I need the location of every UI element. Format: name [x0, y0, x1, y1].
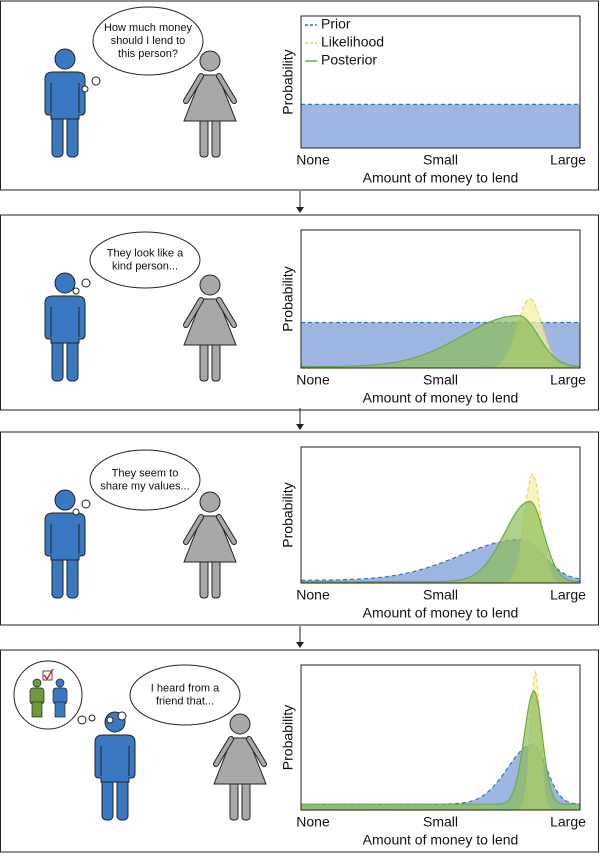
- speech-bubble: [129, 664, 241, 726]
- bubble-dot: [72, 287, 80, 295]
- mini-person: [32, 678, 42, 688]
- x-tick-label: Large: [550, 372, 586, 388]
- legend-label: Likelihood: [321, 34, 384, 50]
- arrow-head: [296, 424, 304, 430]
- speech-text: friend that...: [156, 695, 214, 707]
- plot-frame: [300, 15, 581, 149]
- distribution-area: [301, 315, 580, 368]
- man: [94, 711, 136, 821]
- bubble-dot: [81, 85, 89, 93]
- speech-bubble: [89, 231, 201, 289]
- x-tick-label: Large: [550, 814, 586, 830]
- speech-text: They look like a: [107, 247, 184, 259]
- x-tick-label: Large: [550, 152, 586, 168]
- bubble-dot: [72, 508, 80, 516]
- bubble-dot: [77, 715, 87, 725]
- bubble-dot: [91, 76, 101, 86]
- bubble-dot: [117, 711, 127, 721]
- x-tick-label: Small: [423, 372, 458, 388]
- arrow-head: [296, 207, 304, 213]
- x-axis-label: Amount of money to lend: [363, 170, 519, 186]
- speech-bubble: [92, 6, 204, 76]
- distribution-area: [301, 691, 580, 810]
- speech-text: I heard from a: [151, 682, 220, 694]
- bubble-dot: [81, 278, 91, 288]
- arrow-head: [296, 642, 304, 648]
- distribution-line: [301, 690, 580, 805]
- panel-frame: [0, 431, 599, 626]
- speech-text: How much money: [104, 22, 193, 34]
- y-axis-label: Probability: [280, 49, 296, 114]
- x-axis-label: Amount of money to lend: [363, 605, 519, 621]
- x-tick-label: None: [296, 372, 330, 388]
- distribution-area: [301, 744, 580, 810]
- distribution-line: [301, 500, 580, 583]
- distribution-area: [301, 104, 580, 148]
- mini-person: [31, 701, 43, 718]
- plot-frame: [300, 664, 581, 811]
- speech-bubble: [89, 449, 201, 511]
- legend-label: Prior: [321, 16, 351, 32]
- woman: [184, 492, 236, 598]
- x-tick-label: None: [296, 587, 330, 603]
- bubble-dot: [106, 716, 114, 724]
- woman: [184, 51, 236, 157]
- x-tick-label: None: [296, 152, 330, 168]
- y-axis-label: Probability: [280, 705, 296, 770]
- distribution-line: [301, 315, 581, 368]
- legend-label: Posterior: [321, 52, 377, 68]
- x-axis-label: Amount of money to lend: [363, 390, 519, 406]
- check: [43, 668, 54, 681]
- checkbox: [42, 670, 53, 681]
- panel-frame: [0, 0, 599, 191]
- x-tick-label: Small: [423, 814, 458, 830]
- woman: [214, 714, 266, 820]
- speech-text: They seem to: [112, 467, 179, 479]
- x-tick-label: None: [296, 814, 330, 830]
- man: [44, 489, 86, 599]
- distribution-area: [301, 501, 580, 583]
- plot-frame: [300, 229, 581, 369]
- y-axis-label: Probability: [280, 482, 296, 547]
- x-axis-label: Amount of money to lend: [363, 832, 519, 848]
- mini-person: [54, 701, 66, 718]
- mini-person: [55, 678, 65, 688]
- x-tick-label: Small: [423, 587, 458, 603]
- y-axis-label: Probability: [280, 266, 296, 331]
- speech-text: kind person...: [112, 260, 178, 272]
- man: [44, 48, 86, 158]
- bubble-dot: [88, 714, 96, 722]
- mini-person: [52, 687, 68, 705]
- speech-text: share my values...: [100, 480, 189, 492]
- speech-text: should I lend to: [111, 35, 186, 47]
- x-tick-label: Small: [423, 152, 458, 168]
- plot-frame: [300, 446, 581, 584]
- bubble-dot: [81, 499, 91, 509]
- x-tick-label: Large: [550, 587, 586, 603]
- speech-text: this person?: [118, 48, 178, 60]
- woman: [184, 275, 236, 381]
- panel-frame: [0, 649, 599, 853]
- mini-person: [29, 687, 45, 705]
